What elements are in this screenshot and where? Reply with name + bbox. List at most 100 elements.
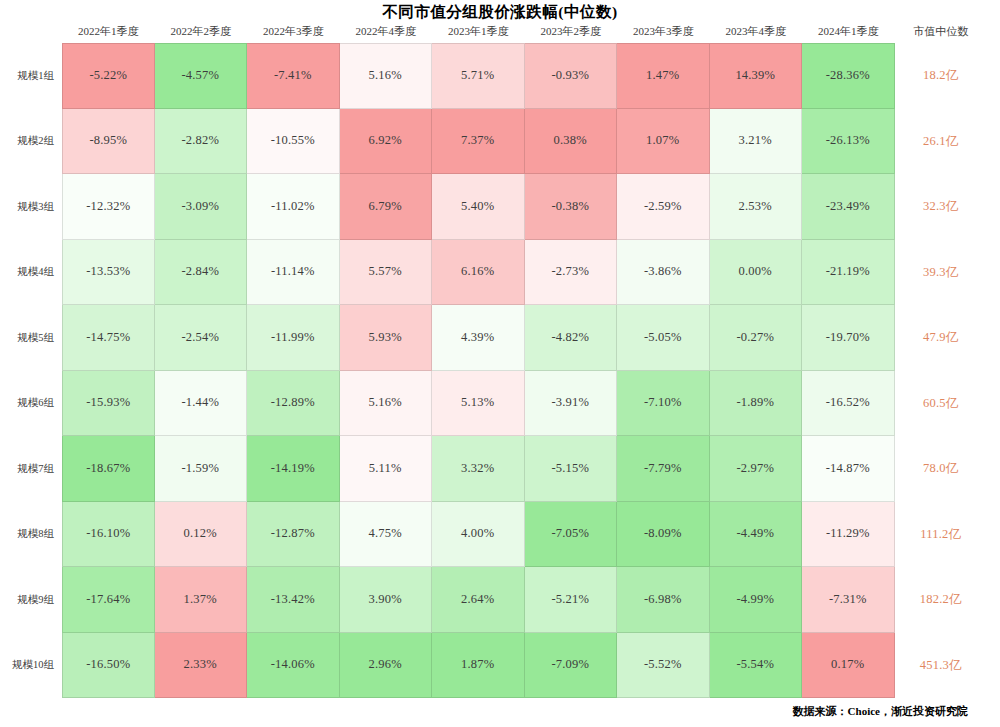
heatmap-cell: -12.89% <box>247 371 340 437</box>
heatmap-cell: 5.93% <box>340 305 433 371</box>
heatmap-cell: -5.15% <box>525 436 618 502</box>
heatmap-cell: -7.41% <box>247 43 340 109</box>
heatmap-cell: -7.09% <box>525 633 618 699</box>
heatmap-cell: 4.39% <box>432 305 525 371</box>
heatmap-cell: 5.13% <box>432 371 525 437</box>
data-source-note: 数据来源：Choice，渐近投资研究院 <box>793 704 968 719</box>
market-cap-value: 451.3亿 <box>895 633 988 699</box>
heatmap-row: 规模3组-12.32%-3.09%-11.02%6.79%5.40%-0.38%… <box>0 174 1000 240</box>
heatmap-row: 规模5组-14.75%-2.54%-11.99%5.93%4.39%-4.82%… <box>0 305 1000 371</box>
row-label: 规模8组 <box>0 502 62 568</box>
market-cap-value: 39.3亿 <box>895 240 988 306</box>
heatmap-cell: -11.29% <box>802 502 895 568</box>
heatmap-cell: 1.87% <box>432 633 525 699</box>
heatmap-cell: -5.21% <box>525 567 618 633</box>
market-cap-value: 26.1亿 <box>895 109 988 175</box>
heatmap-cell: 0.00% <box>710 240 803 306</box>
market-cap-value: 78.0亿 <box>895 436 988 502</box>
heatmap-row: 规模10组-16.50%2.33%-14.06%2.96%1.87%-7.09%… <box>0 633 1000 699</box>
heatmap-cell: -11.99% <box>247 305 340 371</box>
heatmap-cell: -5.54% <box>710 633 803 699</box>
heatmap-cell: 7.37% <box>432 109 525 175</box>
heatmap-cell: 6.79% <box>340 174 433 240</box>
heatmap-body: 规模1组-5.22%-4.57%-7.41%5.16%5.71%-0.93%1.… <box>0 43 1000 698</box>
heatmap-cell: -2.73% <box>525 240 618 306</box>
heatmap-cell: 3.32% <box>432 436 525 502</box>
heatmap-cell: 5.16% <box>340 371 433 437</box>
heatmap-cell: -4.82% <box>525 305 618 371</box>
heatmap-cell: -17.64% <box>62 567 155 633</box>
row-label: 规模4组 <box>0 240 62 306</box>
market-cap-value: 47.9亿 <box>895 305 988 371</box>
heatmap-cell: -3.09% <box>155 174 248 240</box>
row-label: 规模10组 <box>0 633 62 699</box>
column-header-quarter: 2022年2季度 <box>155 24 248 40</box>
heatmap-cell: -0.93% <box>525 43 618 109</box>
heatmap-cell: -14.06% <box>247 633 340 699</box>
column-header-quarter: 2022年1季度 <box>62 24 155 40</box>
column-header-quarter: 2023年2季度 <box>525 24 618 40</box>
row-label: 规模1组 <box>0 43 62 109</box>
column-header-quarter: 2022年4季度 <box>340 24 433 40</box>
heatmap-row: 规模4组-13.53%-2.84%-11.14%5.57%6.16%-2.73%… <box>0 240 1000 306</box>
heatmap-cell: -5.52% <box>617 633 710 699</box>
heatmap-cell: 4.75% <box>340 502 433 568</box>
heatmap-cell: 1.07% <box>617 109 710 175</box>
heatmap-cell: -2.82% <box>155 109 248 175</box>
column-header-quarter: 2024年1季度 <box>802 24 895 40</box>
column-header-market-cap: 市值中位数 <box>895 24 988 40</box>
heatmap-cell: -7.10% <box>617 371 710 437</box>
heatmap-cell: -13.42% <box>247 567 340 633</box>
heatmap-cell: 5.71% <box>432 43 525 109</box>
row-label: 规模7组 <box>0 436 62 502</box>
heatmap-cell: 5.57% <box>340 240 433 306</box>
heatmap-cell: -14.75% <box>62 305 155 371</box>
heatmap-row: 规模7组-18.67%-1.59%-14.19%5.11%3.32%-5.15%… <box>0 436 1000 502</box>
chart-title: 不同市值分组股价涨跌幅(中位数) <box>0 2 1000 23</box>
heatmap-cell: -14.87% <box>802 436 895 502</box>
heatmap-cell: -23.49% <box>802 174 895 240</box>
heatmap-cell: 5.16% <box>340 43 433 109</box>
heatmap-cell: -15.93% <box>62 371 155 437</box>
heatmap-cell: -21.19% <box>802 240 895 306</box>
heatmap-cell: 0.17% <box>802 633 895 699</box>
heatmap-row: 规模6组-15.93%-1.44%-12.89%5.16%5.13%-3.91%… <box>0 371 1000 437</box>
heatmap-row: 规模9组-17.64%1.37%-13.42%3.90%2.64%-5.21%-… <box>0 567 1000 633</box>
heatmap-cell: -14.19% <box>247 436 340 502</box>
heatmap-cell: 5.40% <box>432 174 525 240</box>
heatmap-cell: 2.53% <box>710 174 803 240</box>
heatmap-cell: -3.86% <box>617 240 710 306</box>
heatmap-cell: -0.27% <box>710 305 803 371</box>
heatmap-cell: -7.31% <box>802 567 895 633</box>
heatmap-cell: 0.12% <box>155 502 248 568</box>
column-header-row: 2022年1季度2022年2季度2022年3季度2022年4季度2023年1季度… <box>0 24 1000 40</box>
heatmap-cell: 2.96% <box>340 633 433 699</box>
heatmap-cell: -1.89% <box>710 371 803 437</box>
heatmap-row: 规模1组-5.22%-4.57%-7.41%5.16%5.71%-0.93%1.… <box>0 43 1000 109</box>
heatmap-cell: -5.22% <box>62 43 155 109</box>
heatmap-cell: 0.38% <box>525 109 618 175</box>
heatmap-cell: -2.97% <box>710 436 803 502</box>
column-header-quarter: 2023年4季度 <box>710 24 803 40</box>
row-label: 规模5组 <box>0 305 62 371</box>
heatmap-cell: -19.70% <box>802 305 895 371</box>
heatmap-cell: -11.02% <box>247 174 340 240</box>
heatmap-report: 不同市值分组股价涨跌幅(中位数) 2022年1季度2022年2季度2022年3季… <box>0 0 1000 727</box>
heatmap-cell: 6.16% <box>432 240 525 306</box>
heatmap-cell: -11.14% <box>247 240 340 306</box>
heatmap-cell: -6.98% <box>617 567 710 633</box>
heatmap-cell: -4.57% <box>155 43 248 109</box>
heatmap-cell: -16.50% <box>62 633 155 699</box>
heatmap-cell: -12.87% <box>247 502 340 568</box>
heatmap-cell: -8.09% <box>617 502 710 568</box>
column-header-quarter: 2023年1季度 <box>432 24 525 40</box>
column-header-quarter: 2023年3季度 <box>617 24 710 40</box>
heatmap-cell: 1.47% <box>617 43 710 109</box>
heatmap-cell: -4.99% <box>710 567 803 633</box>
heatmap-cell: -4.49% <box>710 502 803 568</box>
heatmap-cell: 14.39% <box>710 43 803 109</box>
heatmap-cell: -16.10% <box>62 502 155 568</box>
heatmap-cell: 3.90% <box>340 567 433 633</box>
heatmap-cell: -16.52% <box>802 371 895 437</box>
heatmap-cell: -5.05% <box>617 305 710 371</box>
